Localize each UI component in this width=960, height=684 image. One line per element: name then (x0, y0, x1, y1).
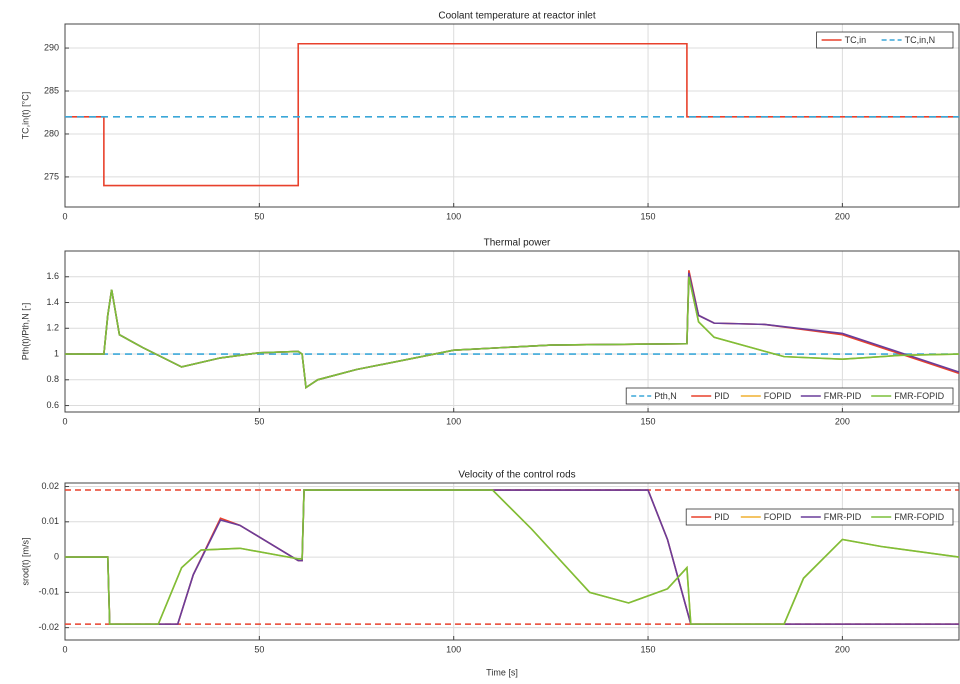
legend-label: TC,in (845, 35, 867, 45)
x-tick-label: 50 (254, 416, 264, 426)
panel: 0 50 100 150 200 275 280 285 290 Coolant temperat… (20, 11, 960, 221)
y-tick-label: 0.6 (46, 400, 59, 410)
x-axis-label: Time [s] (486, 667, 518, 677)
x-tick-label: 200 (835, 416, 850, 426)
y-tick-label: 0.02 (41, 481, 59, 491)
y-tick-label: 290 (44, 42, 59, 52)
series-line (65, 276, 959, 389)
series-group (65, 489, 959, 625)
y-tick-label: -0.01 (38, 587, 59, 597)
x-tick-label: 0 (62, 211, 67, 221)
y-tick-label: 280 (44, 128, 59, 138)
x-tick-label: 150 (641, 416, 656, 426)
y-tick-label: -0.02 (38, 622, 59, 632)
y-axis-label: Pth(t)/Pth,N [-] (20, 303, 30, 361)
x-tick-label: 200 (835, 211, 850, 221)
y-tick-label: 0 (54, 551, 59, 561)
panel: 0 50 100 150 200 0.6 0.8 1 1.2 1.4 1.6 Thermal powe… (20, 238, 960, 426)
x-tick-label: 150 (641, 644, 656, 654)
legend-label: FMR-PID (824, 512, 862, 522)
plot-frame (64, 23, 960, 208)
y-tick-label: 1 (54, 348, 59, 358)
legend-label: FMR-FOPID (894, 391, 944, 401)
chart-title: Thermal power (484, 238, 551, 249)
x-tick-label: 0 (62, 416, 67, 426)
y-tick-label: 1.4 (46, 297, 59, 307)
series-group (65, 270, 959, 389)
y-tick-label: 0.01 (41, 516, 59, 526)
legend-label: FOPID (764, 391, 792, 401)
x-tick-label: 200 (835, 644, 850, 654)
legend-label: FMR-FOPID (894, 512, 944, 522)
legend: PID FOPID FMR-PID FMR-FOPID (685, 508, 954, 526)
x-tick-label: 150 (641, 211, 656, 221)
legend-label: PID (714, 512, 730, 522)
series-line (65, 42, 959, 187)
chart-title: Velocity of the control rods (458, 470, 575, 481)
plot-frame (64, 482, 960, 641)
legend-label: FMR-PID (824, 391, 862, 401)
y-tick-label: 1.6 (46, 271, 59, 281)
legend: Pth,N PID FOPID FMR-PID FMR-FOPID (625, 387, 954, 405)
plot-area (65, 24, 959, 207)
legend-label: PID (714, 391, 730, 401)
x-tick-label: 100 (446, 416, 461, 426)
legend: TC,in TC,in,N (816, 31, 954, 49)
series-line (65, 489, 959, 625)
y-tick-label: 275 (44, 171, 59, 181)
y-tick-label: 0.8 (46, 374, 59, 384)
y-axis-label: srod(t) [m/s] (20, 537, 30, 585)
y-tick-label: 285 (44, 85, 59, 95)
y-axis-label: TC,in(t) [°C] (20, 92, 30, 140)
panel: 0 50 100 150 200 -0.02 -0.01 0 0.01 0.02 Velocity … (20, 470, 960, 677)
series-group (65, 42, 959, 187)
x-tick-label: 0 (62, 644, 67, 654)
plot-frame (64, 250, 960, 413)
legend-box (625, 387, 954, 405)
x-tick-label: 50 (254, 644, 264, 654)
legend-label: Pth,N (654, 391, 677, 401)
plot-area (65, 251, 959, 412)
chart-title: Coolant temperature at reactor inlet (438, 11, 596, 22)
legend-label: FOPID (764, 512, 792, 522)
y-tick-label: 1.2 (46, 323, 59, 333)
x-tick-label: 100 (446, 644, 461, 654)
x-tick-label: 100 (446, 211, 461, 221)
legend-label: TC,in,N (905, 35, 936, 45)
x-tick-label: 50 (254, 211, 264, 221)
